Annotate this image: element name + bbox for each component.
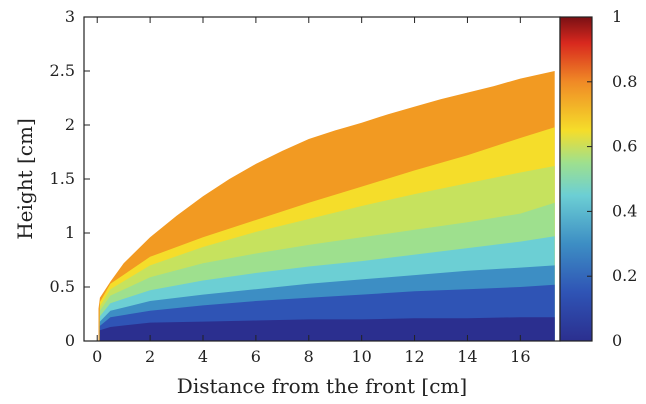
y-tick-label: 0.5 (50, 277, 75, 296)
x-tick-label: 10 (351, 347, 371, 366)
x-tick-label: 4 (198, 347, 208, 366)
x-tick-label: 16 (510, 347, 530, 366)
colorbar-tick-label: 0.6 (612, 137, 637, 156)
colorbar (559, 16, 593, 342)
x-axis-ticks: 0 2 4 6 8 10 12 14 16 (92, 17, 531, 366)
x-tick-label: 14 (457, 347, 477, 366)
x-tick-label: 8 (304, 347, 314, 366)
x-tick-label: 12 (404, 347, 424, 366)
contour-band-0.1 (99, 317, 555, 341)
x-axis-label: Distance from the front [cm] (177, 374, 467, 398)
y-tick-label: 1.5 (50, 169, 75, 188)
x-tick-label: 6 (251, 347, 261, 366)
y-tick-label: 2.5 (50, 61, 75, 80)
colorbar-tick-label: 0.4 (612, 201, 637, 220)
x-tick-label: 2 (145, 347, 155, 366)
y-axis-ticks: 0 0.5 1 1.5 2 2.5 3 (50, 7, 90, 350)
contour-bands (98, 71, 555, 341)
colorbar-tick-label: 1 (612, 7, 622, 26)
colorbar-tick-label: 0 (612, 331, 622, 350)
y-axis-label: Height [cm] (13, 118, 37, 240)
y-tick-label: 3 (65, 7, 75, 26)
x-tick-label: 0 (92, 347, 102, 366)
y-tick-label: 0 (65, 331, 75, 350)
y-tick-label: 1 (65, 223, 75, 242)
y-tick-label: 2 (65, 115, 75, 134)
colorbar-tick-label: 0.2 (612, 266, 637, 285)
colorbar-ticks: 0 0.2 0.4 0.6 0.8 1 (587, 7, 637, 350)
colorbar-tick-label: 0.8 (612, 72, 637, 91)
